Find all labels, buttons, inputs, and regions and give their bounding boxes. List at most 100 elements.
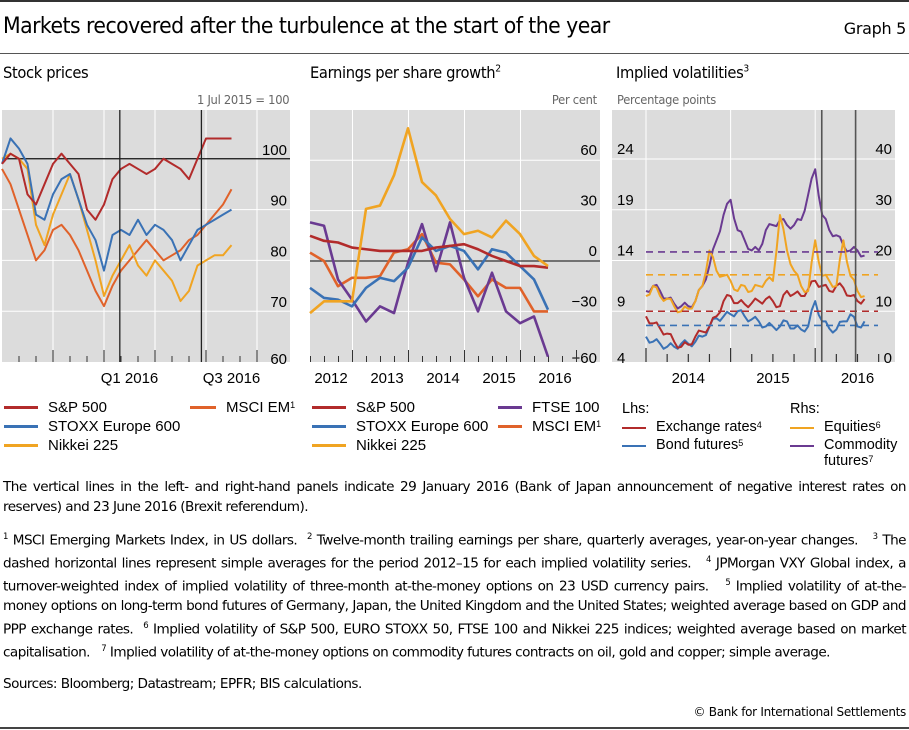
y-tick-label-left: 24 — [617, 141, 634, 158]
footnote-text: MSCI Emerging Markets Index, in US dolla… — [12, 532, 298, 549]
legend-label: STOXX Europe 600 — [48, 418, 181, 435]
panel-title-text: Earnings per share growth — [310, 63, 496, 82]
footnote-number: 7 — [101, 643, 107, 654]
legend-swatch — [790, 444, 814, 447]
legend-swatch — [312, 425, 346, 428]
y-tick-label-left: 19 — [617, 192, 634, 209]
legend-item: MSCI EM 1 — [190, 398, 295, 417]
legend-heading: Lhs: — [622, 401, 650, 417]
y-tick-label-right: 10 — [875, 293, 892, 310]
legend-label: S&P 500 — [48, 399, 107, 416]
chart-eps-growth: −60 −30 0 30 60 2012 2013 2014 2015 2016 — [309, 110, 600, 387]
graph-number: Graph 5 — [843, 19, 907, 38]
unit-label-stock-prices: 1 Jul 2015 = 100 — [196, 92, 290, 107]
x-tick-label: 2014 — [672, 370, 705, 387]
series-line-stoxx-europe-600 — [309, 236, 550, 311]
panel-title-text: Stock prices — [3, 63, 89, 82]
legend-swatch — [4, 406, 38, 409]
legend-item-continuation: futures 7 — [824, 452, 873, 471]
legend-item: Commodity — [790, 436, 897, 455]
x-tick-label: 2013 — [370, 370, 403, 387]
legend-swatch — [4, 444, 38, 447]
series-line-nikkei-225 — [1, 152, 233, 303]
footnote-text: Implied volatility of at-the-money optio… — [3, 578, 907, 638]
legend-item: MSCI EM 1 — [498, 417, 601, 436]
series-line-commodity-futures — [645, 168, 865, 310]
y-tick-label-right: 0 — [884, 350, 892, 367]
x-tick-label: 2015 — [482, 370, 515, 387]
y-tick-label: 30 — [580, 193, 597, 210]
legend-label: Nikkei 225 — [48, 437, 119, 454]
y-tick-label: 60 — [580, 142, 597, 159]
vertical-lines-note: The vertical lines in the left- and righ… — [3, 479, 907, 515]
y-tick-label-left: 9 — [617, 293, 625, 310]
title-rule — [0, 53, 909, 54]
legend-swatch — [4, 425, 38, 428]
legend-item: STOXX Europe 600 — [4, 417, 180, 436]
legend-item: Nikkei 225 — [4, 436, 118, 455]
x-tick-label: 2016 — [538, 370, 571, 387]
legend-label: Nikkei 225 — [356, 437, 427, 454]
legend-swatch — [312, 406, 346, 409]
footnote-ref: 4 — [756, 420, 762, 430]
legend-label: S&P 500 — [356, 399, 415, 416]
legend-item: Bond futures 5 — [622, 436, 743, 455]
y-tick-label: 100 — [262, 142, 287, 159]
panel-title-eps-growth: Earnings per share growth2 — [310, 63, 501, 82]
legend-label: Equities — [824, 419, 876, 435]
x-tick-label: 2015 — [756, 370, 789, 387]
footnote-text: Implied volatility of at-the-money optio… — [109, 644, 831, 661]
series-line-s-p-500 — [1, 137, 232, 221]
legend-label: MSCI EM — [226, 399, 291, 416]
footnote-ref: 3 — [743, 63, 749, 75]
legend-swatch — [312, 444, 346, 447]
footnote-text: Twelve-month trailing earnings per share… — [316, 532, 859, 549]
footnote-ref: 5 — [738, 438, 744, 448]
legend-label: FTSE 100 — [532, 399, 600, 416]
y-tick-label: 90 — [270, 193, 287, 210]
legend-heading: Rhs: — [790, 401, 820, 417]
y-tick-label-right: 20 — [875, 243, 892, 260]
unit-label-implied-volatilities: Percentage points — [617, 92, 716, 107]
footnote-ref: 1 — [290, 400, 296, 410]
legend-swatch — [622, 444, 646, 447]
footnote-text: Implied volatility of S&P 500, EURO STOX… — [3, 621, 907, 661]
footnote-ref: 6 — [875, 420, 881, 430]
legend-item: Equities 6 — [790, 418, 881, 437]
y-tick-label-left: 14 — [617, 243, 634, 260]
series-line-ftse-100 — [309, 221, 550, 358]
legend-item: S&P 500 — [312, 398, 415, 417]
footnotes: 1 MSCI Emerging Markets Index, in US dol… — [3, 528, 907, 663]
legend-item: FTSE 100 — [498, 398, 600, 417]
plot-background — [612, 110, 895, 362]
legend-swatch — [790, 426, 814, 429]
footnote-text: JPMorgan VXY Global index, a turnover-we… — [3, 555, 907, 595]
series-line-stoxx-europe-600 — [1, 137, 233, 272]
y-tick-label: −60 — [572, 350, 597, 367]
footnote-number: 4 — [706, 555, 711, 566]
legend-label: Bond futures — [656, 437, 739, 453]
chart-stock-prices: 60 70 80 90 100 Q1 2016 Q3 2016 — [1, 110, 290, 387]
chart-implied-volatilities: 4 9 14 19 24 0 10 20 30 40 2014 2015 2016 — [612, 110, 895, 387]
y-tick-label-right: 40 — [875, 141, 892, 158]
footnote-number: 6 — [143, 620, 149, 631]
legend-group-heading-rhs: Rhs: — [790, 400, 820, 419]
plot-background — [310, 110, 600, 362]
footnote-number: 1 — [3, 532, 8, 542]
x-tick-label: 2014 — [426, 370, 459, 387]
legend-group-heading-lhs: Lhs: — [622, 400, 649, 419]
bottom-rule — [0, 727, 909, 729]
footnote-number: 3 — [872, 532, 878, 542]
sources: Sources: Bloomberg; Datastream; EPFR; BI… — [3, 676, 362, 692]
y-tick-label: 0 — [589, 243, 597, 260]
legend-label: STOXX Europe 600 — [356, 418, 489, 435]
series-line-nikkei-225 — [309, 126, 549, 315]
legend-item: Exchange rates 4 — [622, 418, 762, 437]
x-tick-label: Q1 2016 — [101, 370, 159, 387]
series-line-exchange-rates — [645, 279, 866, 349]
y-tick-label: −30 — [572, 293, 597, 310]
legend-label: Exchange rates — [656, 419, 757, 435]
x-tick-label: Q3 2016 — [203, 370, 261, 387]
legend-label: MSCI EM — [532, 418, 597, 435]
